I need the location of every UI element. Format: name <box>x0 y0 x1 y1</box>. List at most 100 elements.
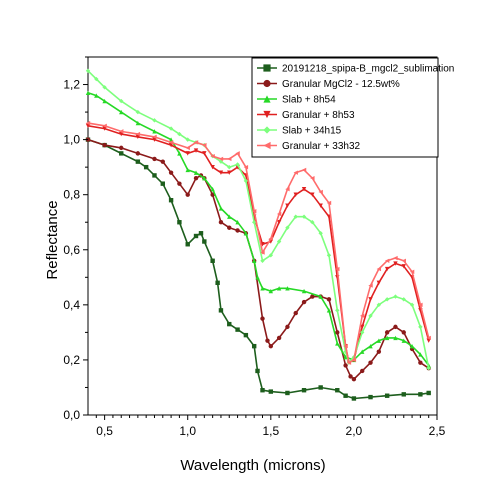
data-point <box>119 145 124 151</box>
data-point <box>326 308 332 313</box>
series-2 <box>85 137 431 382</box>
data-point <box>268 288 274 294</box>
data-point <box>202 142 207 148</box>
y-tick-label: 0,8 <box>63 188 80 202</box>
data-point <box>384 297 390 302</box>
data-point <box>185 192 190 197</box>
series-3 <box>85 90 431 368</box>
series-line <box>87 138 429 400</box>
legend-label: Slab + 8h54 <box>282 95 336 106</box>
data-point <box>227 225 232 230</box>
data-point <box>301 214 307 219</box>
data-point <box>94 76 99 82</box>
data-point <box>227 214 232 219</box>
data-point <box>135 131 141 137</box>
y-tick-label: 1,2 <box>63 78 80 92</box>
data-point <box>185 151 190 156</box>
data-point <box>243 178 249 184</box>
data-point <box>318 385 323 390</box>
data-point <box>94 93 99 98</box>
data-point <box>335 388 340 393</box>
data-point <box>202 175 207 181</box>
data-point <box>301 288 307 294</box>
data-point <box>235 327 240 332</box>
legend-item: Slab + 8h54 <box>257 95 336 106</box>
data-point <box>102 126 107 131</box>
data-point <box>285 324 290 330</box>
data-point <box>85 90 91 95</box>
data-point <box>318 189 323 195</box>
data-point <box>102 85 107 90</box>
data-point <box>401 338 406 343</box>
data-point <box>351 377 357 382</box>
data-point <box>198 231 204 236</box>
data-point <box>210 186 215 192</box>
legend-item: Slab + 34h15 <box>257 126 342 137</box>
data-point <box>152 129 157 134</box>
data-point <box>119 109 124 115</box>
data-point <box>227 164 232 170</box>
data-point <box>177 220 182 225</box>
data-point <box>193 233 199 239</box>
data-point <box>418 302 423 308</box>
data-point <box>152 137 157 142</box>
data-point <box>376 338 382 343</box>
data-point <box>426 335 431 341</box>
data-point <box>343 363 348 368</box>
data-point <box>384 330 390 335</box>
legend-label: 20191218_spipa-B_mgcl2_sublimation <box>282 64 454 75</box>
data-point <box>210 153 215 159</box>
data-point <box>401 392 406 397</box>
data-point <box>210 258 215 263</box>
data-point <box>401 264 406 269</box>
x-tick-label: 1,5 <box>262 424 279 438</box>
legend-label: Granular MgCl2 - 12.5wt% <box>282 79 400 90</box>
legend-swatch-marker <box>263 64 271 72</box>
data-point <box>409 302 415 308</box>
data-point <box>168 198 174 203</box>
data-point <box>393 261 398 266</box>
data-point <box>168 126 174 131</box>
data-point <box>268 253 274 258</box>
data-point <box>326 297 332 302</box>
series-6 <box>85 120 431 365</box>
data-point <box>401 258 406 263</box>
data-point <box>426 338 431 343</box>
data-point <box>335 266 340 272</box>
data-point <box>368 313 373 319</box>
legend-label: Granular + 8h53 <box>282 110 355 121</box>
data-point <box>310 220 315 225</box>
data-point <box>343 354 348 360</box>
data-point <box>135 120 141 126</box>
data-point <box>418 392 423 397</box>
data-point <box>285 186 290 192</box>
y-tick-label: 0,6 <box>63 243 80 257</box>
data-point <box>168 142 174 148</box>
x-tick-label: 1,0 <box>179 424 196 438</box>
data-point <box>376 280 382 286</box>
data-point <box>235 220 240 225</box>
data-point <box>218 206 224 211</box>
data-point <box>119 98 124 104</box>
data-point <box>255 368 260 374</box>
data-point <box>227 170 232 175</box>
data-point <box>152 134 157 140</box>
data-point <box>135 134 141 140</box>
y-axis: 0,0 0,2 0,4 0,6 0,8 1,0 1,2 <box>63 56 88 422</box>
x-tick-label: 2,0 <box>346 424 363 438</box>
data-point <box>418 360 423 365</box>
data-point <box>85 68 91 73</box>
data-point <box>243 231 249 236</box>
legend-box <box>251 57 439 158</box>
data-point <box>368 394 373 400</box>
data-point <box>384 266 390 272</box>
data-point <box>301 388 307 393</box>
data-point <box>360 330 365 335</box>
data-point <box>260 388 265 393</box>
data-point <box>343 393 348 398</box>
data-point <box>351 357 357 363</box>
data-point <box>276 239 282 244</box>
data-point <box>310 175 315 181</box>
data-point <box>218 156 224 162</box>
